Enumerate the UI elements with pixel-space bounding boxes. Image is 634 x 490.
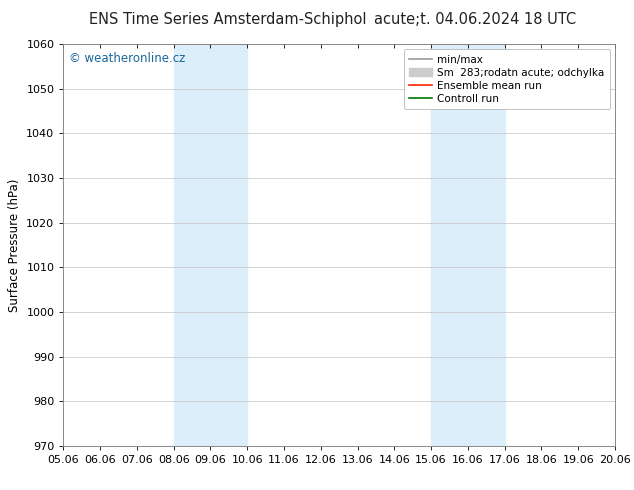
Y-axis label: Surface Pressure (hPa): Surface Pressure (hPa) [8,178,21,312]
Text: ENS Time Series Amsterdam-Schiphol: ENS Time Series Amsterdam-Schiphol [89,12,367,27]
Text: acute;t. 04.06.2024 18 UTC: acute;t. 04.06.2024 18 UTC [375,12,576,27]
Legend: min/max, Sm  283;rodatn acute; odchylka, Ensemble mean run, Controll run: min/max, Sm 283;rodatn acute; odchylka, … [404,49,610,109]
Bar [431,44,505,446]
Bar [174,44,247,446]
Text: © weatheronline.cz: © weatheronline.cz [69,52,185,65]
